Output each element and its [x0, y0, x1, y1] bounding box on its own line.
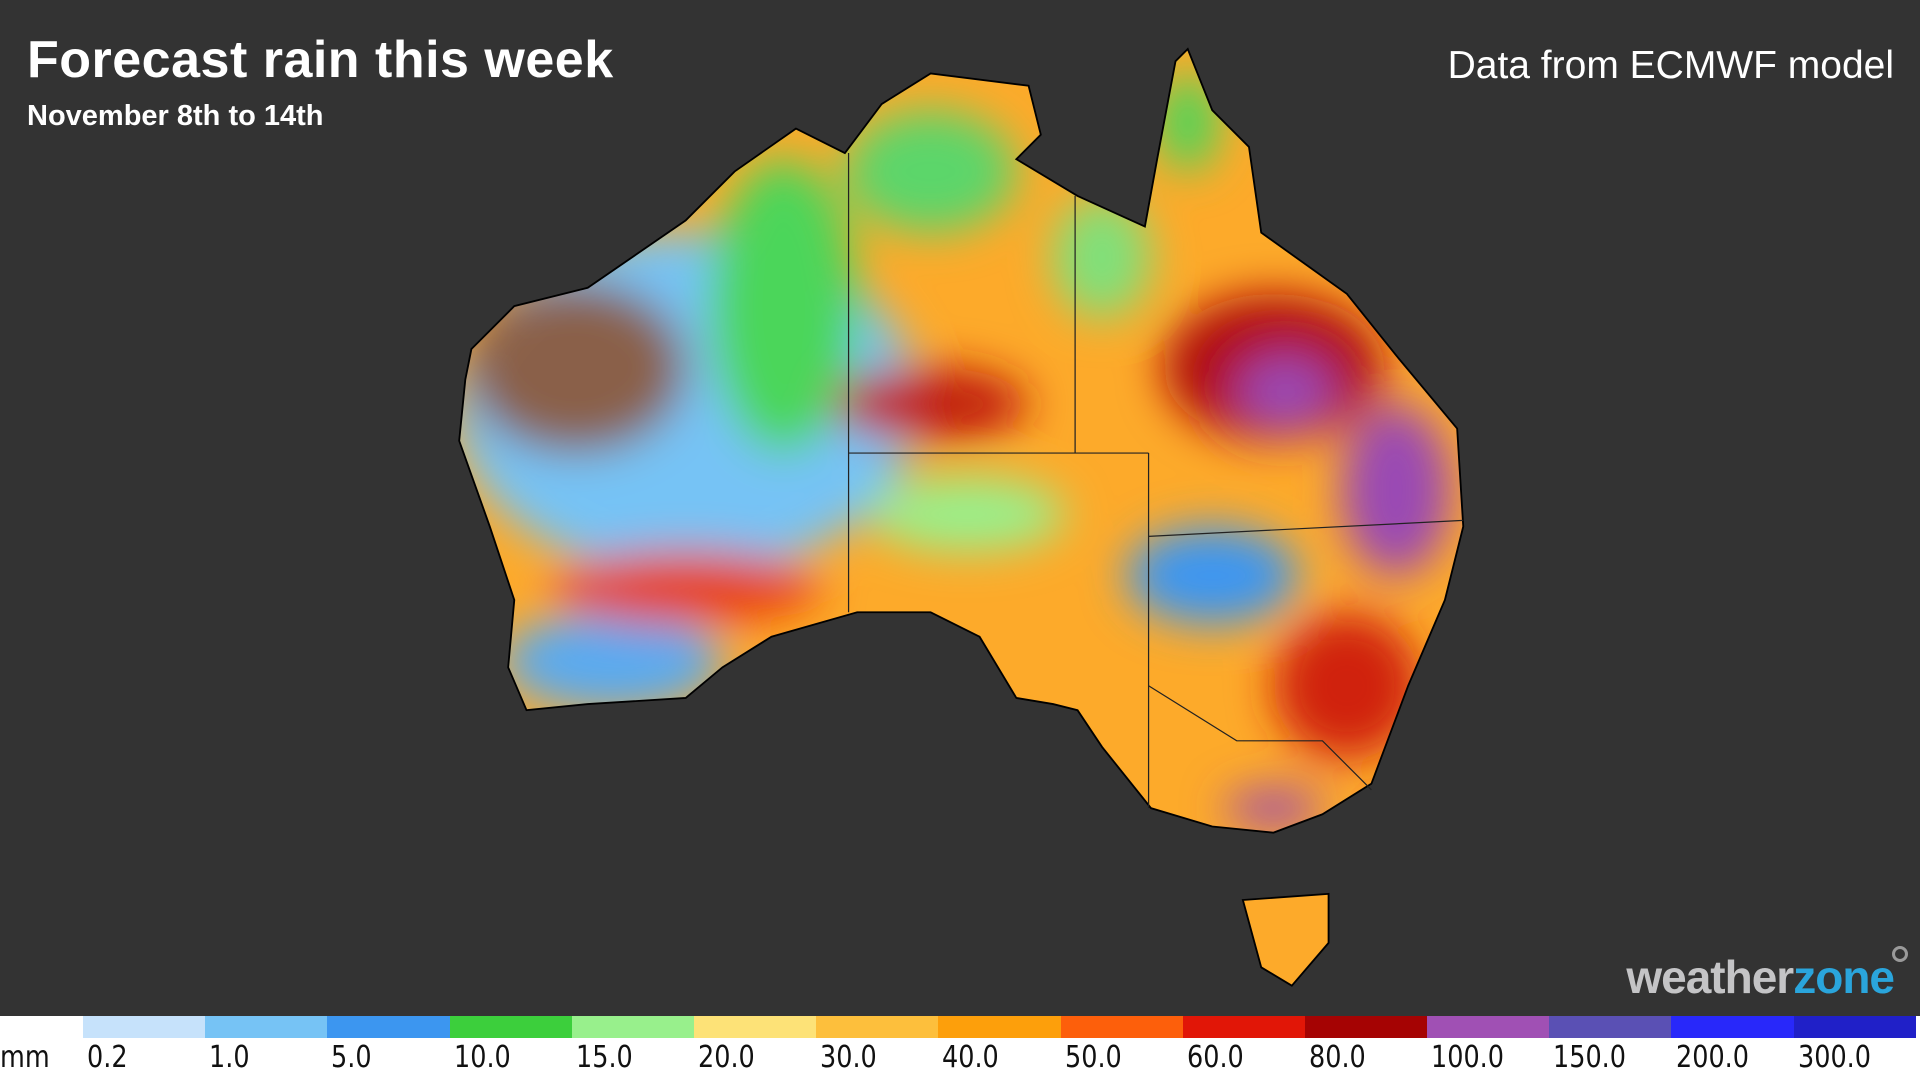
legend-label: 50.0 [1064, 1040, 1122, 1075]
legend-swatch [1182, 1016, 1305, 1038]
map-title: Forecast rain this week [27, 31, 614, 89]
legend-labels: mm 0.2 1.0 5.0 10.0 15.0 20.0 30.0 40.0 50.0 60.0… [0, 1040, 1920, 1080]
legend-label: 5.0 [331, 1040, 372, 1075]
weatherzone-logo: weatherzone [1626, 946, 1908, 1004]
legend-swatch [449, 1016, 572, 1038]
legend-label: 80.0 [1309, 1040, 1366, 1075]
legend-swatch [1793, 1016, 1916, 1038]
legend-color-bar [83, 1016, 1916, 1038]
legend-label: 30.0 [820, 1040, 877, 1075]
legend-label: 60.0 [1186, 1040, 1244, 1075]
legend-swatch [1304, 1016, 1428, 1038]
legend-swatch [1060, 1016, 1183, 1038]
legend-swatch [571, 1016, 694, 1038]
legend-label: 20.0 [698, 1040, 755, 1075]
data-source-label: Data from ECMWF model [1447, 44, 1894, 87]
legend-swatch [1549, 1016, 1672, 1038]
logo-text-weather: weather [1626, 951, 1794, 1003]
legend-swatch [693, 1016, 817, 1038]
legend-swatch [816, 1016, 939, 1038]
legend-swatch [205, 1016, 328, 1038]
legend-swatch [1671, 1016, 1794, 1038]
legend-label: 10.0 [453, 1040, 511, 1075]
legend-label: 200.0 [1675, 1040, 1749, 1075]
map-subtitle: November 8th to 14th [27, 100, 324, 132]
legend-label: 40.0 [942, 1040, 1000, 1075]
legend-label: 0.2 [87, 1040, 128, 1075]
logo-text-zone: zone [1793, 951, 1895, 1003]
legend-swatch [1427, 1016, 1550, 1038]
legend-label: 1.0 [209, 1040, 250, 1075]
degree-icon [1892, 946, 1908, 962]
legend-swatch [938, 1016, 1061, 1038]
rainfall-field [459, 48, 1464, 986]
legend-unit: mm [0, 1040, 50, 1075]
legend-swatch [327, 1016, 450, 1038]
legend-label: 100.0 [1431, 1040, 1505, 1075]
legend-label: 15.0 [575, 1040, 633, 1075]
rainfall-legend: mm 0.2 1.0 5.0 10.0 15.0 20.0 30.0 40.0 50.0 60.0… [0, 1016, 1920, 1080]
state-borders [847, 153, 1464, 809]
legend-label: 300.0 [1797, 1040, 1871, 1075]
legend-swatch [83, 1016, 206, 1038]
legend-label: 150.0 [1553, 1040, 1627, 1075]
